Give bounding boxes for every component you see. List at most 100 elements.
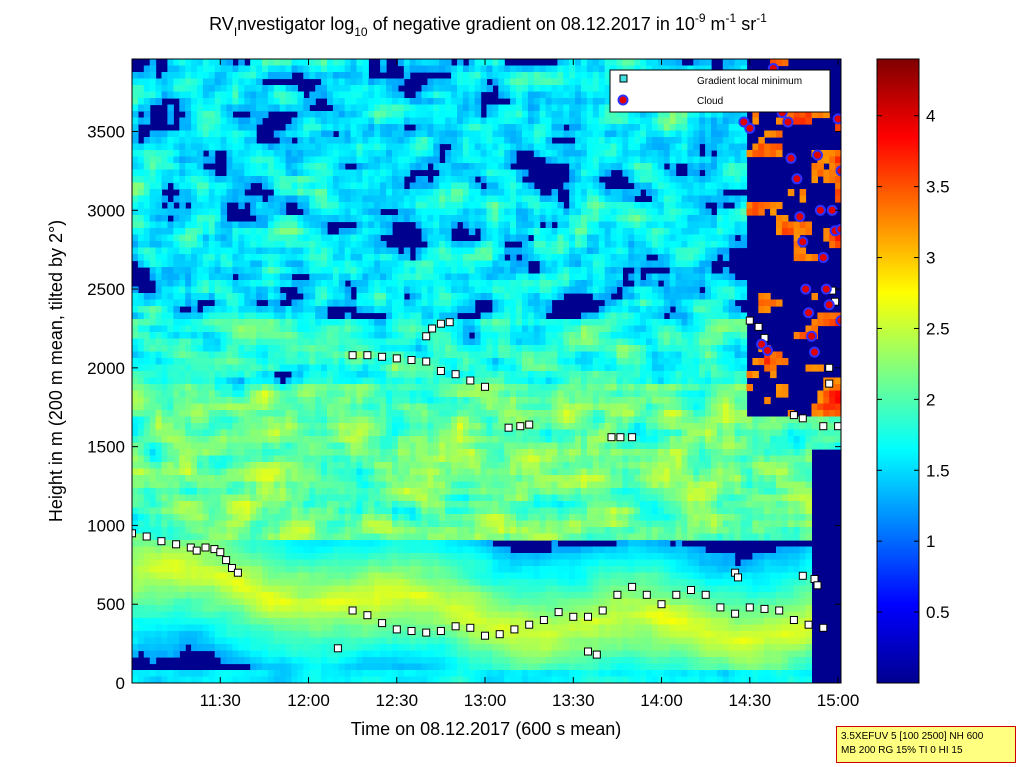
heat-cell bbox=[344, 65, 352, 73]
heat-cell bbox=[173, 481, 180, 489]
heat-cell bbox=[321, 410, 328, 418]
heat-cell bbox=[273, 553, 281, 561]
heat-cell bbox=[439, 163, 446, 171]
heat-cell bbox=[356, 663, 363, 671]
heat-cell bbox=[439, 312, 446, 320]
heat-cell bbox=[403, 247, 411, 255]
heat-cell bbox=[137, 312, 145, 320]
heat-cell bbox=[185, 572, 192, 580]
heat-cell bbox=[202, 306, 210, 314]
heat-cell bbox=[208, 182, 216, 190]
heat-cell bbox=[344, 494, 352, 502]
heat-cell bbox=[226, 449, 233, 457]
heat-cell bbox=[397, 423, 405, 431]
heat-cell bbox=[315, 117, 322, 125]
heat-cell bbox=[226, 111, 233, 119]
heat-cell bbox=[415, 676, 423, 683]
heat-cell bbox=[197, 280, 204, 288]
heat-cell bbox=[409, 559, 417, 567]
heat-cell bbox=[226, 319, 233, 327]
heat-cell bbox=[445, 501, 452, 509]
heat-cell bbox=[392, 605, 399, 613]
heat-cell bbox=[179, 260, 186, 268]
heat-cell bbox=[291, 150, 298, 158]
heat-cell bbox=[439, 650, 446, 658]
heat-cell bbox=[191, 468, 198, 476]
heat-cell bbox=[439, 345, 446, 353]
heat-cell bbox=[350, 254, 358, 262]
heat-cell bbox=[368, 78, 375, 86]
heat-cell bbox=[451, 416, 458, 424]
heat-cell bbox=[279, 241, 287, 249]
heat-cell bbox=[291, 501, 298, 509]
heat-cell bbox=[220, 377, 228, 385]
heat-cell bbox=[415, 117, 423, 125]
heat-cell bbox=[220, 273, 228, 281]
heat-cell bbox=[285, 618, 293, 626]
heat-cell bbox=[344, 267, 352, 275]
heat-cell bbox=[161, 494, 168, 502]
heat-cell bbox=[321, 306, 328, 314]
heat-cell bbox=[439, 384, 446, 392]
heat-cell bbox=[338, 605, 346, 613]
heat-cell bbox=[344, 592, 352, 600]
heat-cell bbox=[179, 462, 186, 470]
heat-cell bbox=[267, 176, 275, 184]
heat-cell bbox=[244, 267, 251, 275]
heat-cell bbox=[185, 624, 192, 632]
heat-cell bbox=[350, 397, 358, 405]
heat-cell bbox=[155, 501, 163, 509]
heat-cell bbox=[161, 215, 168, 223]
heat-cell bbox=[132, 423, 139, 431]
heat-cell bbox=[332, 462, 340, 470]
heat-cell bbox=[132, 306, 139, 314]
heat-cell bbox=[445, 202, 452, 210]
heat-cell bbox=[173, 85, 180, 93]
heat-cell bbox=[362, 481, 369, 489]
heat-cell bbox=[315, 546, 322, 554]
heat-cell bbox=[327, 364, 334, 372]
heat-cell bbox=[149, 631, 157, 639]
heat-cell bbox=[173, 553, 180, 561]
heat-cell bbox=[262, 267, 269, 275]
heat-cell bbox=[403, 442, 411, 450]
heat-cell bbox=[327, 546, 334, 554]
heat-cell bbox=[362, 455, 369, 463]
heat-cell bbox=[179, 540, 186, 548]
heat-cell bbox=[220, 423, 228, 431]
heat-cell bbox=[132, 429, 139, 437]
heat-cell bbox=[445, 234, 452, 242]
heat-cell bbox=[161, 514, 168, 522]
heat-cell bbox=[427, 481, 434, 489]
heat-cell bbox=[386, 286, 393, 294]
heat-cell bbox=[256, 663, 263, 671]
title-part: I bbox=[234, 25, 237, 39]
heat-cell bbox=[439, 202, 446, 210]
heat-cell bbox=[350, 637, 358, 645]
heat-cell bbox=[220, 390, 228, 398]
heat-cell bbox=[362, 280, 369, 288]
heat-cell bbox=[262, 286, 269, 294]
heat-cell bbox=[273, 182, 281, 190]
heat-cell bbox=[173, 280, 180, 288]
heat-cell bbox=[309, 663, 316, 671]
heat-cell bbox=[285, 403, 293, 411]
heat-cell bbox=[214, 533, 222, 541]
heat-cell bbox=[403, 215, 411, 223]
heat-cell bbox=[445, 273, 452, 281]
heat-cell bbox=[451, 644, 458, 652]
heat-cell bbox=[161, 650, 168, 658]
heat-cell bbox=[303, 345, 310, 353]
heat-cell bbox=[356, 293, 363, 301]
heat-cell bbox=[327, 540, 334, 548]
heat-cell bbox=[179, 59, 186, 67]
heat-cell bbox=[427, 442, 434, 450]
heat-cell bbox=[427, 358, 434, 366]
heat-cell bbox=[303, 267, 310, 275]
heat-cell bbox=[262, 371, 269, 379]
heat-cell bbox=[368, 150, 375, 158]
heat-cell bbox=[327, 618, 334, 626]
heat-cell bbox=[350, 104, 358, 112]
heat-cell bbox=[332, 501, 340, 509]
heat-cell bbox=[409, 286, 417, 294]
